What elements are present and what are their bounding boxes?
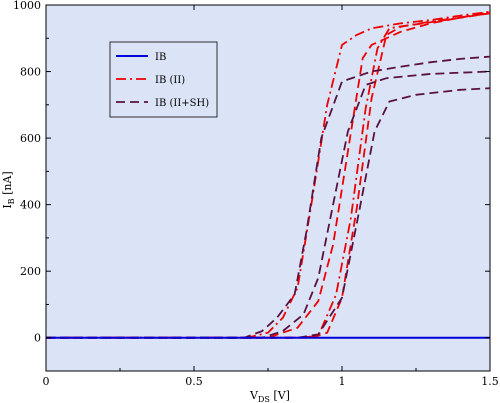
x-tick-label: 0.5: [185, 375, 203, 388]
series-line-3-1: [46, 70, 491, 339]
y-tick-label: 600: [20, 132, 41, 145]
series-layer: [46, 10, 491, 339]
y-tick-label: 0: [34, 332, 41, 345]
series-line-2-1: [46, 12, 491, 339]
series-line-1-0: [46, 10, 491, 339]
tick-layer: 0 0.5 1 1.5 0 200 400 600 800 1000: [13, 0, 499, 388]
x-axis-title: VDS [V]: [249, 389, 290, 403]
legend-box: [109, 41, 218, 118]
legend-label: IB: [155, 52, 166, 63]
legend-label: IB (II+SH): [155, 98, 209, 109]
y-tick-label: 1000: [13, 0, 41, 12]
legend: IB IB (II) IB (II+SH): [109, 41, 218, 118]
y-tick-label: 800: [20, 66, 41, 79]
series-line-3-2: [46, 87, 491, 339]
y-axis-title: IB [nA]: [1, 171, 16, 208]
x-tick-label: 0: [43, 375, 50, 388]
x-tick-label: 1: [339, 375, 346, 388]
x-tick-label: 1.5: [481, 375, 499, 388]
series-line-3-0: [46, 55, 491, 339]
series-line-2-0: [46, 11, 491, 339]
y-tick-label: 200: [20, 265, 41, 278]
legend-label: IB (II): [155, 75, 185, 86]
y-tick-label: 400: [20, 199, 41, 212]
